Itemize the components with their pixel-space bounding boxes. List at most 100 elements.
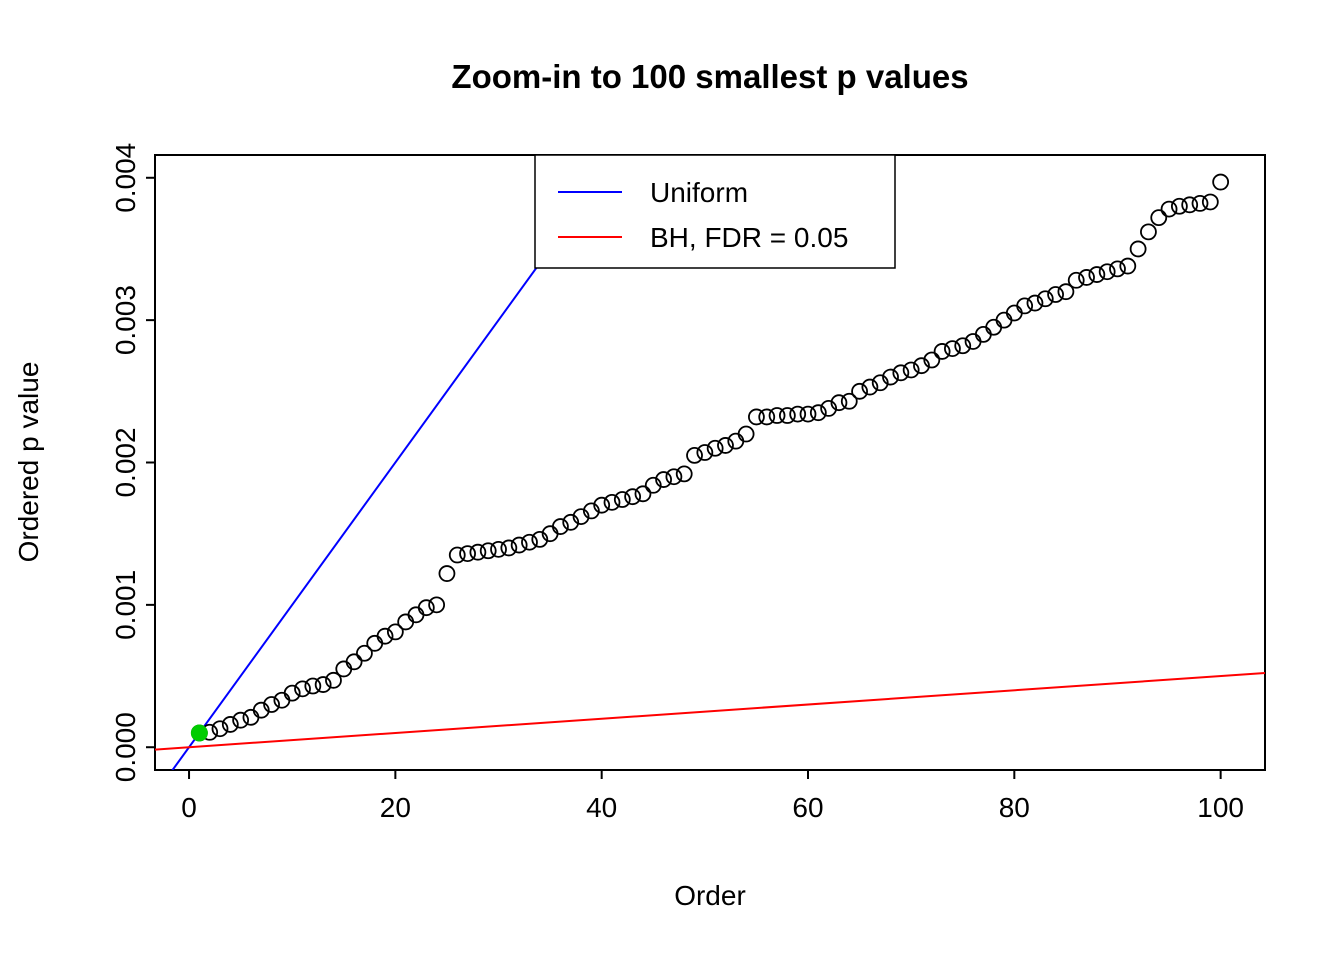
- data-point: [221, 716, 239, 733]
- data-point: [448, 546, 466, 564]
- data-point: [490, 540, 507, 558]
- y-tick-label: 0.001: [110, 570, 141, 640]
- data-point: [407, 606, 425, 624]
- data-point: [840, 392, 858, 410]
- y-axis-label: Ordered p value: [13, 362, 44, 563]
- data-point: [923, 351, 941, 369]
- data-point: [1191, 195, 1209, 212]
- data-point: [1119, 257, 1137, 275]
- data-point: [799, 405, 817, 423]
- data-point: [531, 530, 549, 548]
- data-point: [634, 485, 652, 503]
- data-point: [345, 653, 363, 671]
- data-point: [1005, 304, 1023, 322]
- data-point: [624, 488, 642, 506]
- data-point: [366, 634, 384, 652]
- data-point: [1150, 209, 1168, 227]
- data-point: [613, 491, 631, 508]
- data-point: [603, 493, 621, 511]
- data-point: [665, 468, 683, 486]
- data-point: [438, 565, 456, 582]
- data-point: [686, 446, 703, 464]
- data-point: [211, 720, 229, 738]
- data-point: [871, 374, 889, 392]
- data-series: [155, 155, 1265, 770]
- data-point: [737, 425, 755, 443]
- legend-box: [534, 154, 896, 269]
- data-point: [1109, 260, 1126, 278]
- data-point: [851, 382, 868, 400]
- data-point: [510, 536, 528, 554]
- data-point: [1160, 200, 1178, 218]
- data-point: [706, 439, 724, 457]
- x-tick-label: 0: [181, 792, 197, 823]
- data-point: [252, 701, 270, 719]
- data-point: [386, 623, 404, 641]
- data-point: [675, 465, 693, 483]
- data-point: [1129, 240, 1147, 258]
- data-point: [809, 404, 827, 422]
- data-point: [582, 502, 600, 520]
- x-tick-label: 100: [1197, 792, 1244, 823]
- data-point: [655, 471, 672, 488]
- data-point: [820, 400, 838, 417]
- data-point: [985, 318, 1003, 336]
- data-point: [593, 496, 611, 514]
- data-point: [778, 407, 796, 424]
- data-point: [552, 518, 569, 535]
- highlight-point: [190, 724, 208, 742]
- data-point: [1212, 173, 1230, 191]
- data-point: [1140, 223, 1157, 241]
- data-point: [995, 311, 1013, 329]
- legend-label-uniform: Uniform: [650, 177, 748, 208]
- data-point: [830, 394, 848, 412]
- data-point: [717, 437, 734, 454]
- data-point: [913, 357, 930, 375]
- data-point: [232, 711, 250, 729]
- data-point: [469, 543, 487, 561]
- data-point: [861, 378, 879, 396]
- data-point: [263, 696, 280, 713]
- data-point: [304, 677, 322, 695]
- data-point: [294, 680, 311, 698]
- data-point: [892, 364, 910, 382]
- data-point: [954, 337, 972, 355]
- data-point: [758, 408, 776, 426]
- data-point: [397, 613, 415, 631]
- uniform-line: [171, 155, 620, 770]
- data-point: [562, 513, 580, 531]
- y-tick-label: 0.004: [110, 143, 141, 213]
- data-point: [933, 343, 951, 360]
- data-point: [1078, 269, 1095, 286]
- data-point: [644, 476, 662, 494]
- legend-label-bh: BH, FDR = 0.05: [650, 222, 848, 253]
- chart-title: Zoom-in to 100 smallest p values: [451, 58, 968, 95]
- data-point: [417, 599, 435, 617]
- data-point: [428, 596, 446, 614]
- data-point: [572, 508, 590, 525]
- x-tick-label: 80: [999, 792, 1030, 823]
- data-point: [1067, 271, 1085, 289]
- legend: Uniform BH, FDR = 0.05: [534, 154, 896, 269]
- axes: 0 20 40 60 80 100 0.000 0.001 0.002 0.003 0.004: [110, 143, 1266, 823]
- data-point: [500, 539, 518, 557]
- data-point: [1088, 266, 1106, 283]
- data-point: [283, 684, 301, 702]
- data-point: [748, 408, 765, 426]
- y-tick-label: 0.000: [110, 712, 141, 782]
- y-tick-label: 0.003: [110, 285, 141, 355]
- data-point: [789, 405, 807, 423]
- data-point: [1026, 294, 1044, 312]
- data-point: [1036, 290, 1054, 308]
- data-point: [356, 644, 373, 662]
- data-point: [459, 545, 476, 563]
- data-point: [1047, 286, 1064, 303]
- data-point: [521, 533, 538, 551]
- data-point: [376, 627, 394, 645]
- data-point: [325, 671, 342, 689]
- bh-fdr-line: [155, 671, 1265, 751]
- data-point: [1170, 197, 1188, 215]
- data-point: [1016, 297, 1034, 315]
